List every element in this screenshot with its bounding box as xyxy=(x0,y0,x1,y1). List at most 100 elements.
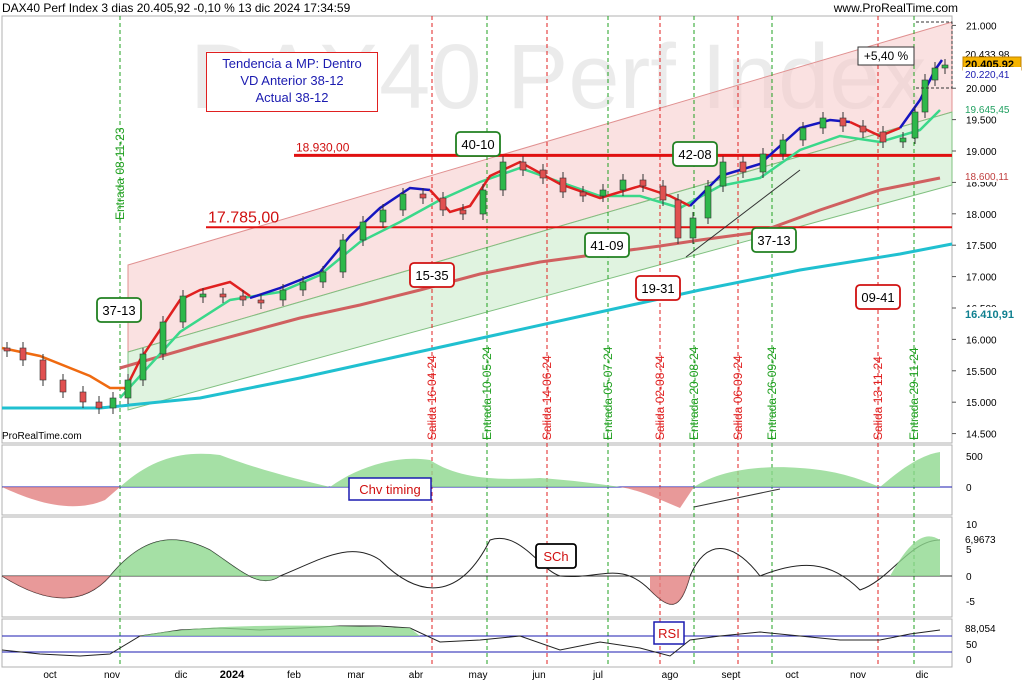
price-tick-label: 18.500 xyxy=(966,178,997,189)
candle-body xyxy=(239,295,247,301)
candle-body xyxy=(599,189,607,197)
candle-body xyxy=(299,281,307,291)
x-tick-label-6: mar xyxy=(347,670,365,681)
price-tag-label-4: 19.645,45 xyxy=(965,105,1010,116)
rsi-panel-frame xyxy=(1,618,953,668)
candle-body xyxy=(779,139,787,155)
price-tag-5 xyxy=(963,169,1021,182)
x-tick-label-15: dic xyxy=(916,670,929,681)
timing-neg-area-2 xyxy=(620,487,694,508)
x-tick-label-10: jul xyxy=(592,670,603,681)
annotation-box-6 xyxy=(672,141,718,167)
candle-body xyxy=(459,209,467,215)
candle-body xyxy=(579,191,587,197)
candle-body xyxy=(659,185,667,201)
rsi-label-box xyxy=(653,621,685,645)
candle-body xyxy=(319,271,327,283)
sch-label-box xyxy=(535,543,577,569)
sch-pos-area-2 xyxy=(890,536,940,576)
timing-panel-frame xyxy=(1,444,953,516)
sch-tick: 10 xyxy=(966,520,978,531)
signal-label-11: Entrada 29-11-24 xyxy=(907,347,921,440)
candle-body xyxy=(619,179,627,191)
signal-label-4: Salida 14-06-24 xyxy=(540,355,554,440)
candle-body xyxy=(95,401,103,409)
signal-label-7: Entrada 20-08-24 xyxy=(687,346,701,440)
x-tick-label-9: jun xyxy=(531,670,545,681)
price-tick-label: 15.000 xyxy=(966,398,997,409)
pct-label: +5,40 % xyxy=(864,49,909,63)
candle-body xyxy=(219,293,227,298)
sch-label: SCh xyxy=(543,549,568,564)
price-tick-label: 19.000 xyxy=(966,147,997,158)
signal-label-8: Salida 06-09-24 xyxy=(731,355,745,440)
candle-body xyxy=(39,359,47,381)
candle-body xyxy=(109,397,117,409)
candle-body xyxy=(911,111,919,139)
ma-slow-line xyxy=(119,176,941,370)
price-tag-4 xyxy=(963,102,1021,115)
candle-body xyxy=(159,321,167,355)
price-tick-label: 17.500 xyxy=(966,241,997,252)
sch-tick: -5 xyxy=(966,597,975,608)
candle-body xyxy=(279,289,287,301)
sch-tick: 0 xyxy=(966,572,972,583)
site-label[interactable]: www.ProRealTime.com xyxy=(833,1,958,15)
candle-body xyxy=(59,379,67,393)
candle-body xyxy=(179,295,187,323)
sch-tick: 5 xyxy=(966,545,972,556)
timing-neg-area-1 xyxy=(2,487,120,507)
price-tick-label: 19.500 xyxy=(966,116,997,127)
x-tick-label-11: ago xyxy=(662,670,679,681)
level-17785-label: 17.785,00 xyxy=(208,209,279,226)
candle-body xyxy=(257,299,265,304)
x-tick-label-7: abr xyxy=(409,670,424,681)
candle-body xyxy=(931,67,939,81)
price-tag-label-5: 18.600,11 xyxy=(965,172,1009,183)
trendline-price xyxy=(685,169,801,258)
level-18930-label: 18.930,00 xyxy=(296,140,350,154)
trend-line-1: Tendencia a MP: Dentro xyxy=(222,56,362,71)
candle-body xyxy=(339,239,347,273)
candle-body xyxy=(689,217,697,239)
candle-body xyxy=(419,193,427,199)
price-tick-label: 15.500 xyxy=(966,367,997,378)
timing-pos-area-3 xyxy=(694,467,880,487)
annotation-box-7 xyxy=(751,227,797,253)
candle-body xyxy=(639,179,647,187)
sch-pos-area xyxy=(110,539,280,581)
price-tick-label: 17.000 xyxy=(966,273,997,284)
timing-label: Chv timing xyxy=(359,482,420,497)
rsi-value-label: 88,054 xyxy=(965,624,996,635)
ma-fast-line-c xyxy=(249,186,431,300)
annotation-label-7: 37-13 xyxy=(757,233,790,248)
candle-body xyxy=(3,347,11,352)
price-tick-label: 16.000 xyxy=(966,335,997,346)
candle-body xyxy=(519,161,527,171)
annotation-box-1 xyxy=(96,297,142,323)
candle-body xyxy=(19,347,27,361)
annotation-box-2 xyxy=(409,262,455,288)
candle-body xyxy=(859,125,867,133)
candle-body xyxy=(839,117,847,127)
rsi-tick: 50 xyxy=(966,640,978,651)
rsi-label: RSI xyxy=(658,626,680,641)
sch-value-tag xyxy=(963,533,1021,546)
candle-body xyxy=(124,379,132,399)
price-tick-label: 18.000 xyxy=(966,210,997,221)
signal-label-2: Salida 16-04-24 xyxy=(425,355,439,440)
price-tick-label: 14.500 xyxy=(966,430,997,441)
annotation-box-5 xyxy=(635,275,681,301)
trendline-timing xyxy=(693,488,781,508)
annotation-box-4 xyxy=(584,232,630,258)
candle-body xyxy=(719,161,727,187)
x-tick-label-8: may xyxy=(469,670,488,681)
price-tag-label-3: 20.220,41 xyxy=(965,70,1010,81)
sch-neg-area-2 xyxy=(650,576,690,605)
x-tick-label-4: 2024 xyxy=(220,669,245,681)
timing-tick-500: 500 xyxy=(966,452,983,463)
candle-body xyxy=(739,161,747,173)
x-tick-label-13: oct xyxy=(785,670,799,681)
candle-body xyxy=(819,117,827,129)
